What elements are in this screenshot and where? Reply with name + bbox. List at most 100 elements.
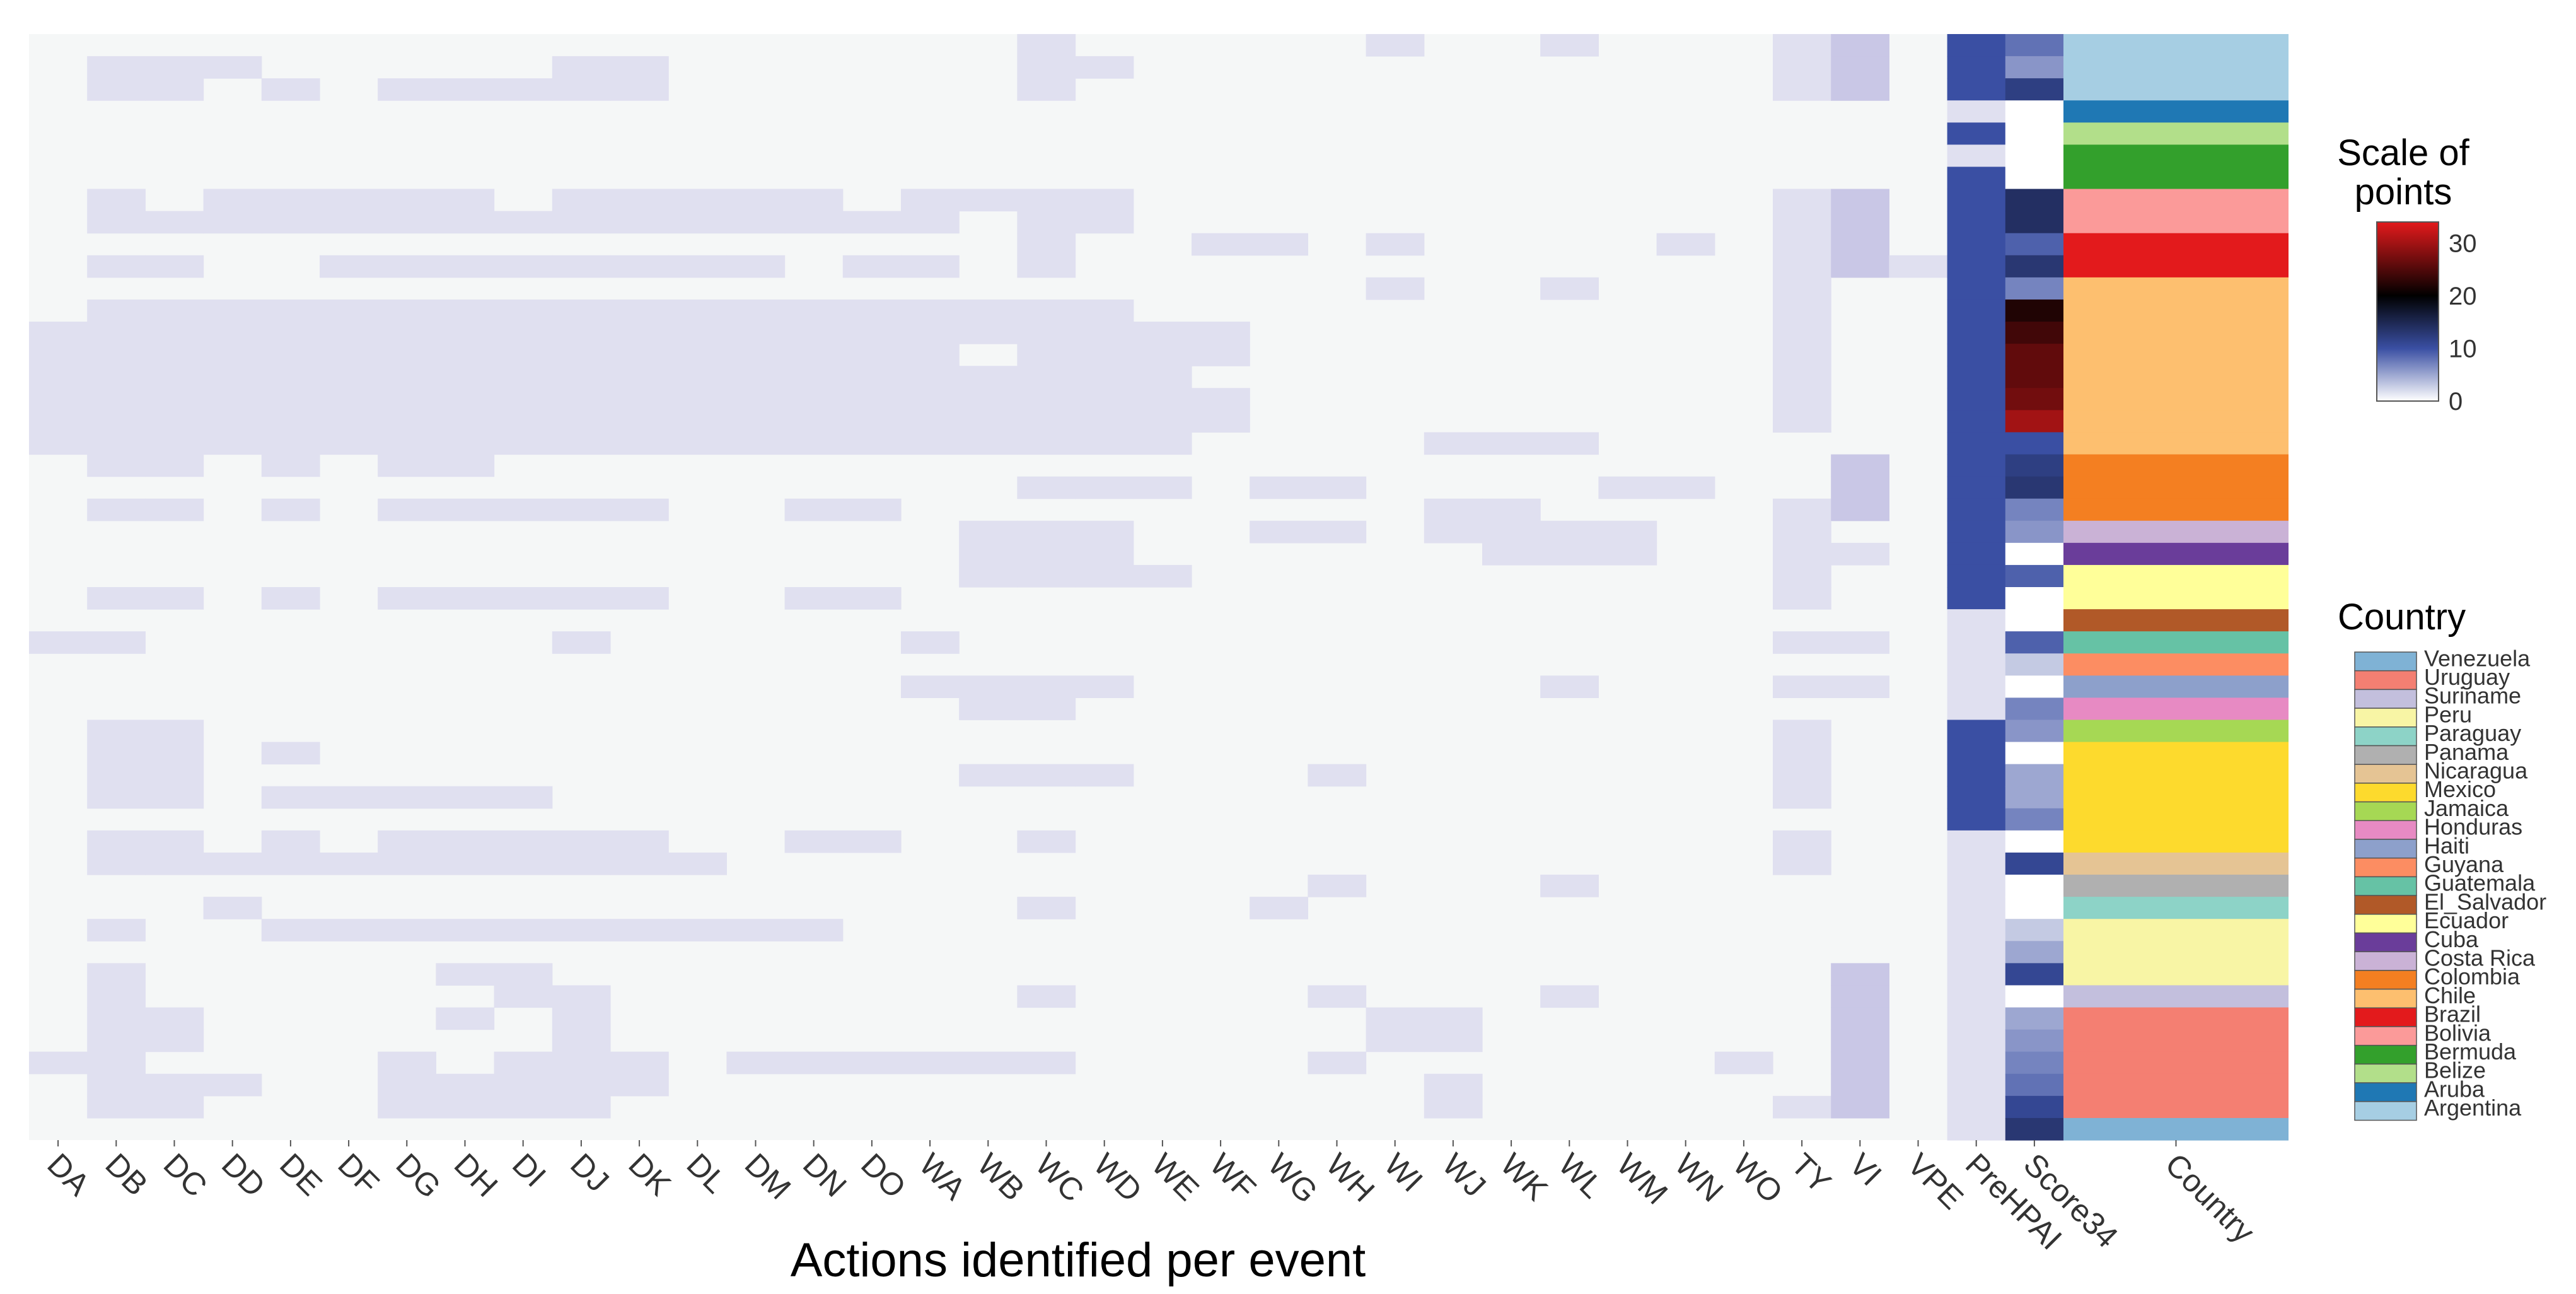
heatmap-cell [320,189,378,212]
heatmap-cell [1192,233,1250,256]
legend-swatch [2354,820,2417,840]
heatmap-cell [668,344,727,366]
heatmap-cell [320,919,378,941]
heatmap-cell [87,830,146,853]
heatmap-cell [145,1029,204,1052]
legend-swatch [2354,1007,2417,1027]
heatmap-cell [959,432,1018,455]
legend-swatch [2354,970,2417,990]
heatmap-cell [436,919,495,941]
heatmap-cell [1424,1073,1483,1097]
x-tick-label: DC [157,1146,214,1204]
heatmap-cell [1540,34,1599,57]
country-cell [2063,897,2289,919]
prehpai-cell [1947,564,2006,588]
heatmap-cell-ty [1773,852,1831,875]
heatmap-cell-ty [1773,344,1831,366]
heatmap-cell [1424,1007,1483,1030]
heatmap-cell [1250,233,1308,256]
heatmap-cell [494,587,553,610]
heatmap-cell [1075,410,1134,433]
heatmap-cell [552,211,611,234]
legend-swatch [2354,764,2417,784]
legend-label: Colombia [2424,964,2521,989]
country-cell [2063,830,2289,853]
heatmap-cell [87,189,146,212]
heatmap-cell [87,720,146,743]
score34-cell [2005,941,2064,964]
x-tick-label: DI [506,1146,553,1194]
heatmap-cell-ty [1773,211,1831,234]
heatmap-cell [552,1007,611,1030]
country-cell [2063,366,2289,388]
legend-swatch [2354,670,2417,691]
heatmap-cell [901,1051,960,1075]
heatmap-cell-ty [1773,34,1831,57]
heatmap-cell [261,432,320,455]
prehpai-cell [1947,786,2006,809]
heatmap-cell [959,764,1018,787]
heatmap-cell [1017,476,1076,499]
legend-swatch [2354,914,2417,934]
heatmap-cell [436,1073,495,1097]
heatmap-cell [1250,897,1308,919]
heatmap-cell [1017,56,1076,79]
heatmap-cell [145,830,204,853]
legend-swatch [2354,1026,2417,1046]
heatmap-cell [1133,344,1192,366]
score34-cell [2005,919,2064,941]
heatmap-cell [1017,255,1076,278]
heatmap-cell [261,299,320,322]
prehpai-cell [1947,1051,2006,1075]
legend-label: Ecuador [2424,907,2509,933]
heatmap-cell [668,410,727,433]
heatmap-cell-ty [1773,410,1831,433]
heatmap-cell [1017,78,1076,101]
heatmap-cell [29,344,88,366]
legend-swatch [2354,1063,2417,1083]
heatmap-cell [1424,432,1483,455]
x-tick-label: WN [1668,1146,1731,1209]
heatmap-cell [320,255,378,278]
prehpai-cell [1947,742,2006,765]
heatmap-cell [610,255,669,278]
heatmap-cell [378,852,436,875]
prehpai-cell [1947,255,2006,278]
x-tick-label: WI [1378,1146,1430,1199]
legend-swatch [2354,1101,2417,1121]
country-cell [2063,520,2289,544]
x-tick-label: WO [1726,1146,1789,1209]
heatmap-cell [378,1095,436,1119]
heatmap-cell [1017,675,1076,698]
country-cell [2063,653,2289,676]
heatmap-cell [610,189,669,212]
heatmap-cell [1075,542,1134,566]
heatmap-cell-vi [1831,631,1889,654]
heatmap-cell [261,830,320,853]
heatmap-cell [959,410,1018,433]
heatmap-cell-vi [1831,34,1889,57]
score34-cell [2005,1029,2064,1052]
heatmap-cell [145,1073,204,1097]
heatmap-cell [145,388,204,411]
heatmap-cell-vi [1831,542,1889,566]
legend-swatch [2354,1082,2417,1102]
heatmap-cell [1598,476,1657,499]
score34-cell [2005,189,2064,212]
heatmap-cell [494,211,553,234]
heatmap-cell-ty [1773,587,1831,610]
heatmap-cell [320,388,378,411]
heatmap-cell [1250,520,1308,544]
heatmap-cell [145,1095,204,1119]
score34-cell [2005,100,2064,123]
heatmap-cell [610,211,669,234]
heatmap-cell [784,388,844,411]
heatmap-cell [436,189,495,212]
heatmap-cell [784,410,844,433]
heatmap-cell [87,498,146,522]
prehpai-cell [1947,1007,2006,1030]
heatmap-cell [1017,764,1076,787]
score34-cell [2005,144,2064,168]
heatmap-cell [784,1051,844,1075]
country-legend: Country VenezuelaUruguaySurinamePeruPara… [2338,597,2546,1121]
